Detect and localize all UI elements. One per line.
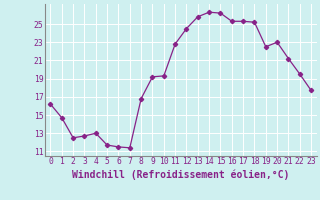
X-axis label: Windchill (Refroidissement éolien,°C): Windchill (Refroidissement éolien,°C): [72, 169, 290, 180]
